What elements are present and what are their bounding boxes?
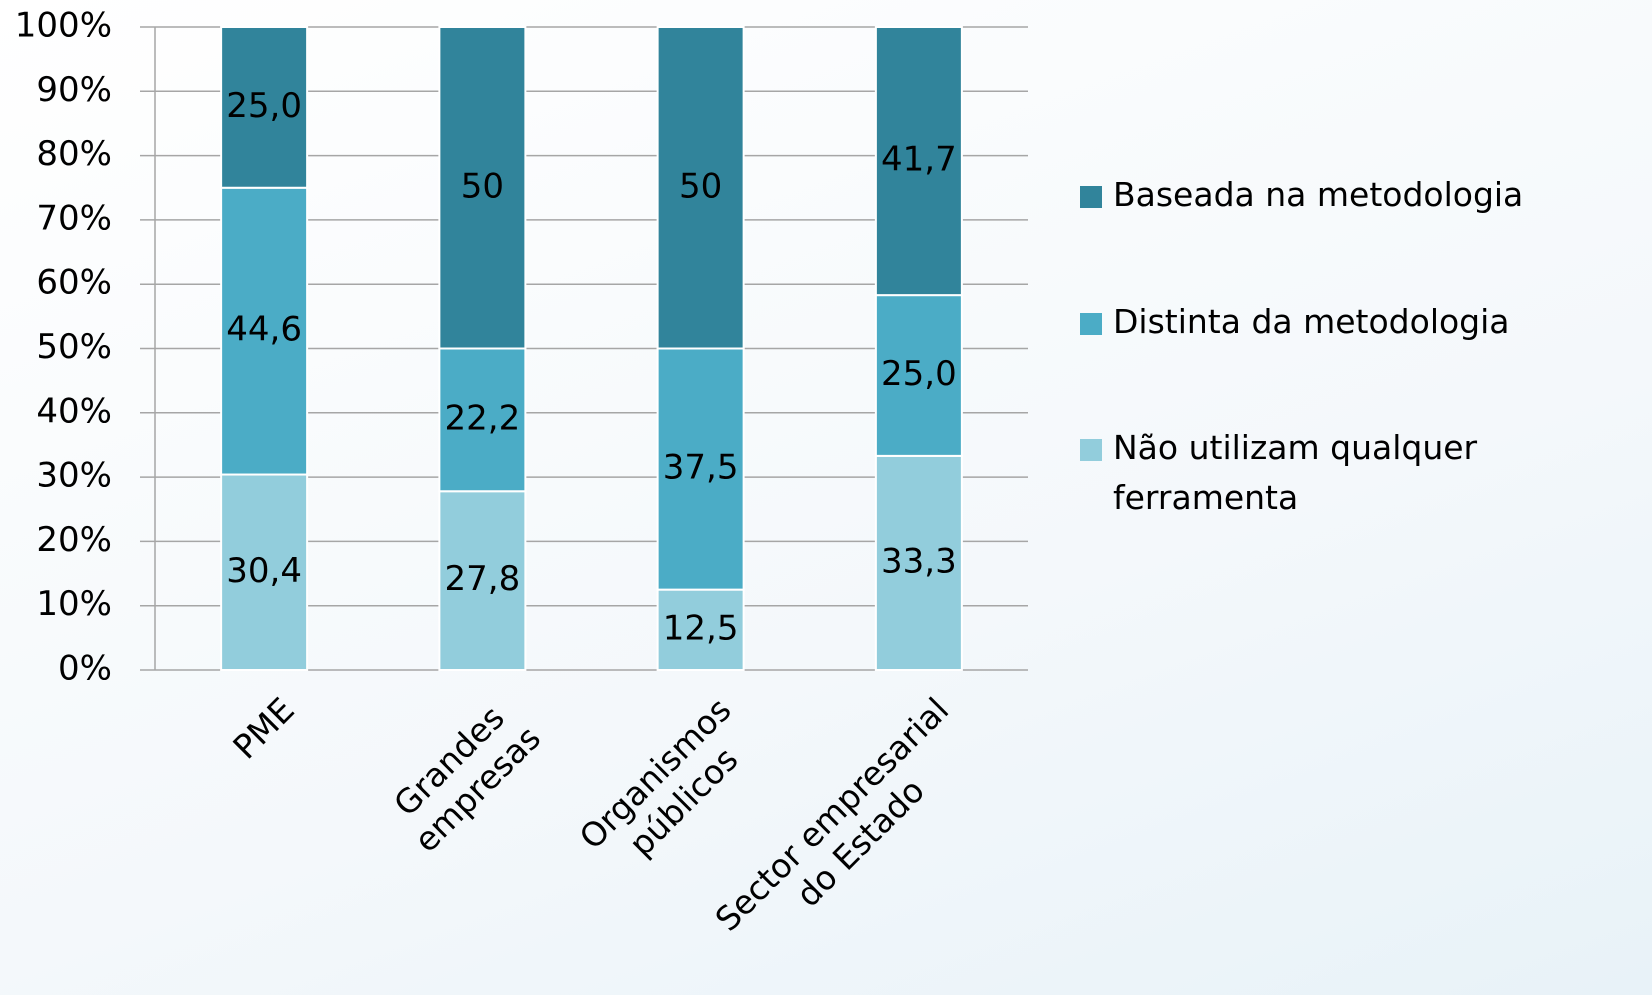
bar-segment: [220, 26, 309, 189]
legend-label: Não utilizam qualquer ferramenta: [1113, 428, 1478, 517]
bar-segment: [656, 588, 745, 671]
bar-segment: [656, 26, 745, 350]
data-label: 25,0: [881, 354, 957, 394]
y-tick-label: 20%: [36, 520, 112, 560]
bar-segment: [656, 347, 745, 591]
bar-segment: [874, 454, 963, 672]
bar-segment: [220, 473, 309, 672]
data-label: 12,5: [663, 608, 739, 648]
legend-label: Baseada na metodologia: [1113, 175, 1524, 214]
data-label: 22,2: [445, 398, 521, 438]
data-label: 41,7: [881, 140, 957, 180]
legend-swatch: [1080, 439, 1102, 461]
y-tick-label: 30%: [36, 456, 112, 496]
y-tick-label: 80%: [36, 134, 112, 174]
legend-swatch: [1080, 186, 1102, 208]
data-label: 27,8: [445, 559, 521, 599]
y-tick-label: 70%: [36, 198, 112, 238]
data-label: 50: [461, 166, 504, 206]
legend-swatch: [1080, 313, 1102, 335]
data-label: 33,3: [881, 541, 957, 581]
bar-segment: [438, 347, 527, 493]
legend-item: Distinta da metodologia: [1080, 297, 1550, 347]
legend-label: Distinta da metodologia: [1113, 302, 1510, 341]
bar-segment: [220, 186, 309, 476]
data-label: 37,5: [663, 448, 739, 488]
data-label: 44,6: [226, 310, 302, 350]
y-tick-label: 40%: [36, 391, 112, 431]
y-tick-label: 50%: [36, 327, 112, 367]
y-tick-label: 90%: [36, 70, 112, 110]
bar-segment: [438, 26, 527, 350]
bar-segment: [874, 294, 963, 457]
data-label: 30,4: [226, 551, 302, 591]
y-tick-label: 60%: [36, 263, 112, 303]
y-tick-label: 0%: [58, 649, 112, 689]
legend-item: Não utilizam qualquer ferramenta: [1080, 423, 1550, 523]
legend-item: Baseada na metodologia: [1080, 170, 1550, 220]
y-tick-label: 10%: [36, 584, 112, 624]
data-label: 25,0: [226, 86, 302, 126]
y-tick-label: 100%: [15, 6, 112, 46]
data-label: 50: [679, 166, 722, 206]
bar-segment: [874, 26, 963, 297]
